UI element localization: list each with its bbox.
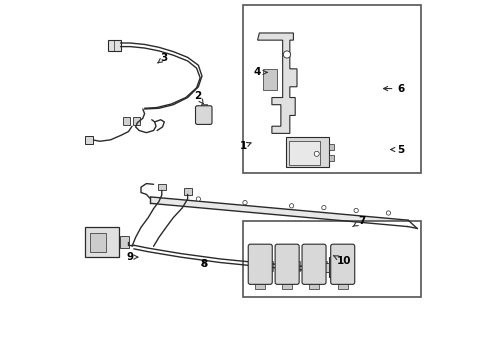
Bar [329,144,334,150]
Circle shape [354,208,358,213]
Polygon shape [150,197,417,228]
FancyBboxPatch shape [275,244,299,284]
Bar [338,282,347,289]
FancyBboxPatch shape [248,244,272,284]
Text: 6: 6 [384,84,405,94]
Bar [329,154,334,161]
FancyBboxPatch shape [196,106,212,125]
Text: 4: 4 [254,67,267,77]
Bar [269,261,273,271]
Text: 1: 1 [240,141,251,151]
Bar [295,261,300,271]
Bar [84,136,94,144]
Bar [332,260,348,274]
Circle shape [386,211,391,215]
FancyBboxPatch shape [331,244,355,284]
Bar [321,263,329,272]
FancyBboxPatch shape [302,244,326,284]
Text: 2: 2 [194,91,203,104]
Bar [201,104,207,108]
Text: 9: 9 [127,252,138,262]
Bar [85,226,120,257]
Text: 3: 3 [158,53,168,63]
Bar [120,236,129,248]
Bar [322,261,327,271]
Circle shape [322,206,326,210]
Bar [108,40,121,51]
Text: 8: 8 [200,259,207,269]
Bar [90,233,106,252]
Polygon shape [258,33,297,134]
Circle shape [314,151,319,156]
Circle shape [243,201,247,205]
Bar [243,221,421,297]
Bar [329,257,353,277]
Bar [263,69,277,90]
Bar [289,141,319,165]
Text: 5: 5 [391,144,405,154]
Bar [158,184,166,190]
Text: 10: 10 [334,256,351,266]
Text: 7: 7 [353,216,365,226]
Bar [282,282,292,289]
Bar [243,5,421,173]
Bar [286,137,329,167]
Bar [133,117,140,125]
Circle shape [290,204,294,208]
Bar [123,117,130,125]
Circle shape [283,51,291,58]
Bar [309,282,319,289]
Bar [255,282,265,289]
Circle shape [196,197,200,201]
Bar [184,188,192,195]
